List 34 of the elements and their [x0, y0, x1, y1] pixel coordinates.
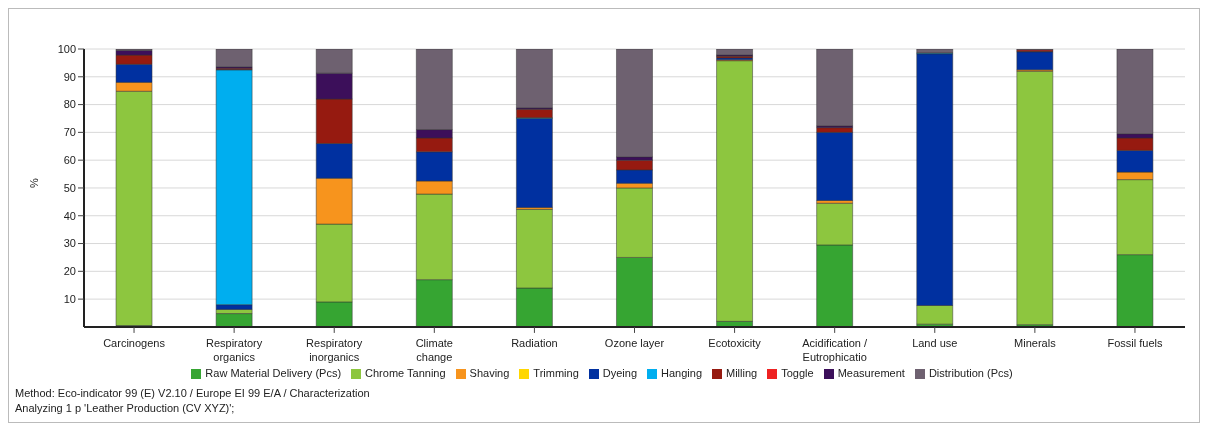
y-tick-label: 10: [63, 293, 76, 306]
legend-label: Distribution (Pcs): [928, 366, 1013, 379]
legend-label: Hanging: [661, 366, 703, 379]
text: Method: Eco-indicator 99 (E) V2.10 / Europe EI 99 E/A / Characterization: [15, 386, 371, 401]
legend-label: Dyeing: [602, 366, 638, 379]
y-tick-label: 100: [57, 42, 76, 55]
legend-label: Trimming: [533, 366, 579, 379]
x-tick-label: Respiratory organics: [206, 336, 263, 363]
legend-label: Toggle: [781, 366, 814, 379]
x-tick-label: Fossil fuels: [1107, 336, 1163, 349]
x-tick-label: Ecotoxicity: [708, 336, 762, 349]
y-tick-label: 20: [63, 265, 76, 278]
legend-label: Raw Material Delivery (Pcs): [205, 366, 342, 379]
legend-label: Chrome Tanning: [365, 366, 446, 379]
x-tick-label: Ozone layer: [604, 336, 665, 349]
y-tick-label: 80: [63, 98, 76, 111]
y-tick-label: 70: [63, 126, 76, 139]
legend-label: Measurement: [837, 366, 905, 379]
y-tick-label: 40: [63, 209, 76, 222]
x-tick-label: Acidification / Eutrophicatio: [802, 336, 869, 363]
y-tick-label: 50: [63, 181, 76, 194]
x-tick-label: Radiation: [511, 336, 558, 349]
y-tick-label: 30: [63, 237, 76, 250]
y-axis-title: %: [27, 177, 40, 188]
x-tick-label: Land use: [912, 336, 958, 349]
x-tick-label: Respiratory inorganics: [306, 336, 363, 363]
legend-label: Milling: [726, 366, 758, 379]
legend-label: Shaving: [469, 366, 510, 379]
text: Analyzing 1 p 'Leather Production (CV XYZ)';: [15, 401, 236, 416]
x-tick-label: Climate change: [415, 336, 453, 363]
y-tick-label: 60: [63, 154, 76, 167]
x-tick-label: Carcinogens: [103, 336, 166, 349]
y-tick-label: 90: [63, 70, 76, 83]
x-tick-label: Minerals: [1014, 336, 1057, 349]
